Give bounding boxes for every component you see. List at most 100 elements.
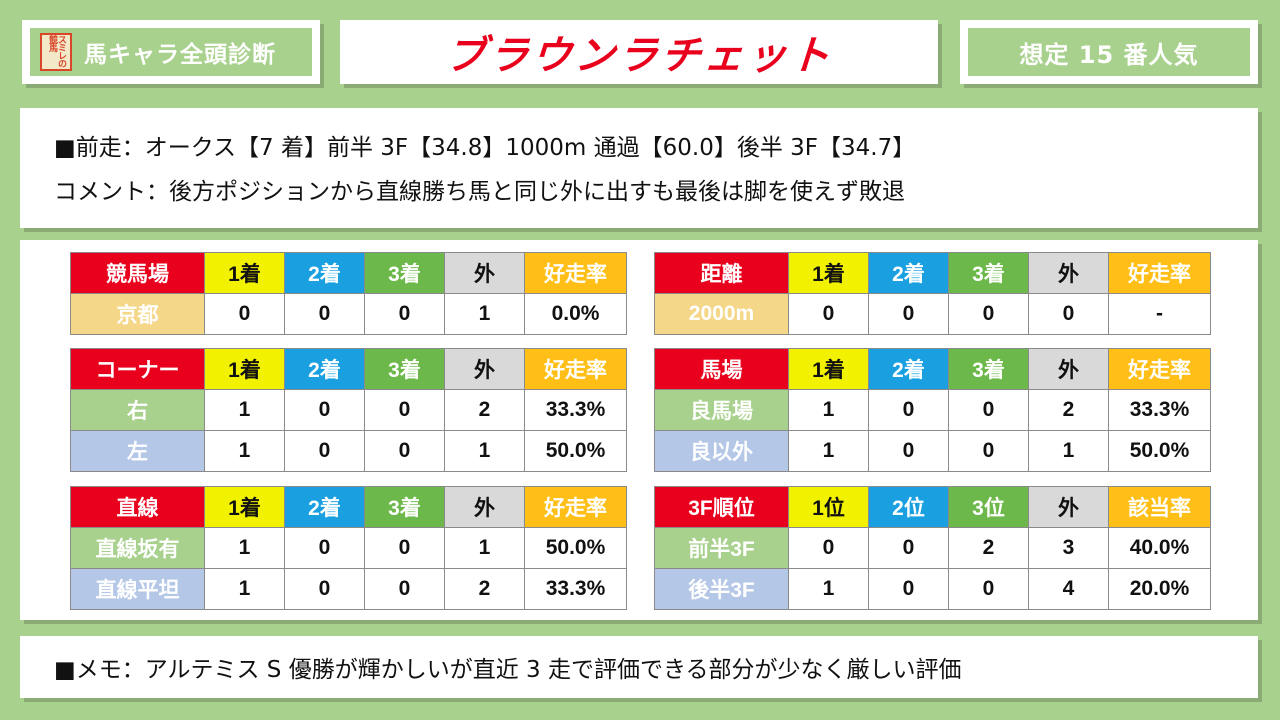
- table-cell: 0.0%: [524, 293, 627, 335]
- table-header-cell: 馬場: [654, 348, 789, 390]
- table-cell: 1: [444, 430, 525, 472]
- table-header-cell: 3着: [364, 486, 445, 528]
- table-cell: 0: [364, 568, 445, 610]
- table-cell: 0: [788, 293, 869, 335]
- table-header-cell: 1着: [204, 486, 285, 528]
- table-cell: 2: [1028, 389, 1109, 431]
- table-header-cell: 外: [1028, 486, 1109, 528]
- table-header-cell: 3着: [948, 348, 1029, 390]
- table-header-row: コーナー 1着 2着 3着 外 好走率: [70, 348, 627, 390]
- table-cell: 0: [788, 527, 869, 569]
- table-header-cell: 距離: [654, 252, 789, 294]
- row-label: 直線坂有: [70, 527, 205, 569]
- memo-panel: ■メモ：アルテミス S 優勝が輝かしいが直近 3 走で評価できる部分が少なく厳し…: [20, 636, 1258, 698]
- table-header-cell: 好走率: [524, 486, 627, 528]
- distance-table: 距離 1着 2着 3着 外 好走率 2000m 0 0 0 0 -: [654, 252, 1211, 335]
- table-header-row: 競馬場 1着 2着 3着 外 好走率: [70, 252, 627, 294]
- header-right-panel: 想定 15 番人気: [960, 20, 1258, 84]
- table-cell: 1: [788, 430, 869, 472]
- table-cell: 0: [868, 527, 949, 569]
- row-label: 京都: [70, 293, 205, 335]
- table-cell: 1: [444, 293, 525, 335]
- row-label: 2000m: [654, 293, 789, 335]
- table-cell: 0: [868, 430, 949, 472]
- row-label: 良馬場: [654, 389, 789, 431]
- straight-table: 直線 1着 2着 3着 外 好走率 直線坂有 1 0 0 1 50.0% 直線平…: [70, 486, 627, 610]
- table-cell: 0: [284, 527, 365, 569]
- previous-race-line: ■前走：オークス【7 着】前半 3F【34.8】1000m 通過【60.0】後半…: [54, 135, 916, 161]
- racecourse-table: 競馬場 1着 2着 3着 外 好走率 京都 0 0 0 1 0.0%: [70, 252, 627, 335]
- header-left-badge: スミレの競馬 馬キャラ全頭診断: [30, 28, 312, 76]
- table-cell: 1: [444, 527, 525, 569]
- comment-line: コメント：後方ポジションから直線勝ち馬と同じ外に出すも最後は脚を使えず敗退: [54, 179, 905, 205]
- table-header-cell: 該当率: [1108, 486, 1211, 528]
- corner-table: コーナー 1着 2着 3着 外 好走率 右 1 0 0 2 33.3% 左 1 …: [70, 348, 627, 472]
- table-cell: 0: [948, 389, 1029, 431]
- table-row: 直線平坦 1 0 0 2 33.3%: [70, 568, 627, 610]
- table-row: 直線坂有 1 0 0 1 50.0%: [70, 527, 627, 569]
- table-header-cell: 好走率: [524, 348, 627, 390]
- table-header-row: 距離 1着 2着 3着 外 好走率: [654, 252, 1211, 294]
- table-header-cell: 3着: [364, 348, 445, 390]
- table-row: 良以外 1 0 0 1 50.0%: [654, 430, 1211, 472]
- table-cell: 2: [444, 389, 525, 431]
- table-header-cell: 2着: [284, 348, 365, 390]
- table-cell: 4: [1028, 568, 1109, 610]
- table-cell: 1: [1028, 430, 1109, 472]
- table-header-cell: 2着: [284, 252, 365, 294]
- horse-name-title: ブラウンラチェット: [443, 33, 834, 79]
- table-header-row: 3F順位 1位 2位 3位 外 該当率: [654, 486, 1211, 528]
- table-row: 左 1 0 0 1 50.0%: [70, 430, 627, 472]
- table-row: 良馬場 1 0 0 2 33.3%: [654, 389, 1211, 431]
- table-cell: 0: [948, 293, 1029, 335]
- table-cell: 1: [204, 430, 285, 472]
- table-header-cell: 好走率: [524, 252, 627, 294]
- table-row: 後半3F 1 0 0 4 20.0%: [654, 568, 1211, 610]
- table-cell: 1: [204, 527, 285, 569]
- table-header-cell: 直線: [70, 486, 205, 528]
- table-header-cell: 外: [444, 348, 525, 390]
- table-header-cell: 1位: [788, 486, 869, 528]
- table-header-cell: 3着: [948, 252, 1029, 294]
- memo-line: ■メモ：アルテミス S 優勝が輝かしいが直近 3 走で評価できる部分が少なく厳し…: [54, 657, 962, 683]
- table-cell: 1: [204, 568, 285, 610]
- table-cell: 2: [948, 527, 1029, 569]
- table-header-cell: 2着: [868, 252, 949, 294]
- table-cell: 0: [364, 293, 445, 335]
- table-header-cell: 好走率: [1108, 252, 1211, 294]
- logo-stamp: スミレの競馬: [40, 33, 72, 71]
- table-cell: 50.0%: [524, 430, 627, 472]
- table-cell: 0: [204, 293, 285, 335]
- table-cell: 20.0%: [1108, 568, 1211, 610]
- table-cell: 0: [364, 527, 445, 569]
- table-cell: 0: [284, 568, 365, 610]
- table-header-cell: 2着: [868, 348, 949, 390]
- table-cell: 0: [868, 568, 949, 610]
- row-label: 前半3F: [654, 527, 789, 569]
- table-cell: 2: [444, 568, 525, 610]
- table-header-row: 馬場 1着 2着 3着 外 好走率: [654, 348, 1211, 390]
- table-cell: 0: [868, 293, 949, 335]
- table-cell: 0: [284, 430, 365, 472]
- table-row: 2000m 0 0 0 0 -: [654, 293, 1211, 335]
- table-header-cell: 1着: [788, 348, 869, 390]
- table-cell: 40.0%: [1108, 527, 1211, 569]
- table-header-cell: コーナー: [70, 348, 205, 390]
- table-cell: 33.3%: [524, 568, 627, 610]
- table-cell: 0: [284, 389, 365, 431]
- row-label: 後半3F: [654, 568, 789, 610]
- table-cell: 0: [284, 293, 365, 335]
- table-header-cell: 2着: [284, 486, 365, 528]
- header-left-panel: スミレの競馬 馬キャラ全頭診断: [22, 20, 320, 84]
- table-cell: 1: [204, 389, 285, 431]
- table-header-cell: 外: [1028, 348, 1109, 390]
- table-cell: 33.3%: [524, 389, 627, 431]
- stats-panel: 競馬場 1着 2着 3着 外 好走率 京都 0 0 0 1 0.0% 距離 1着…: [20, 240, 1258, 620]
- table-cell: 0: [868, 389, 949, 431]
- table-cell: 0: [948, 430, 1029, 472]
- table-header-cell: 3F順位: [654, 486, 789, 528]
- track-condition-table: 馬場 1着 2着 3着 外 好走率 良馬場 1 0 0 2 33.3% 良以外 …: [654, 348, 1211, 472]
- table-header-cell: 外: [444, 486, 525, 528]
- table-header-cell: 2位: [868, 486, 949, 528]
- table-header-cell: 競馬場: [70, 252, 205, 294]
